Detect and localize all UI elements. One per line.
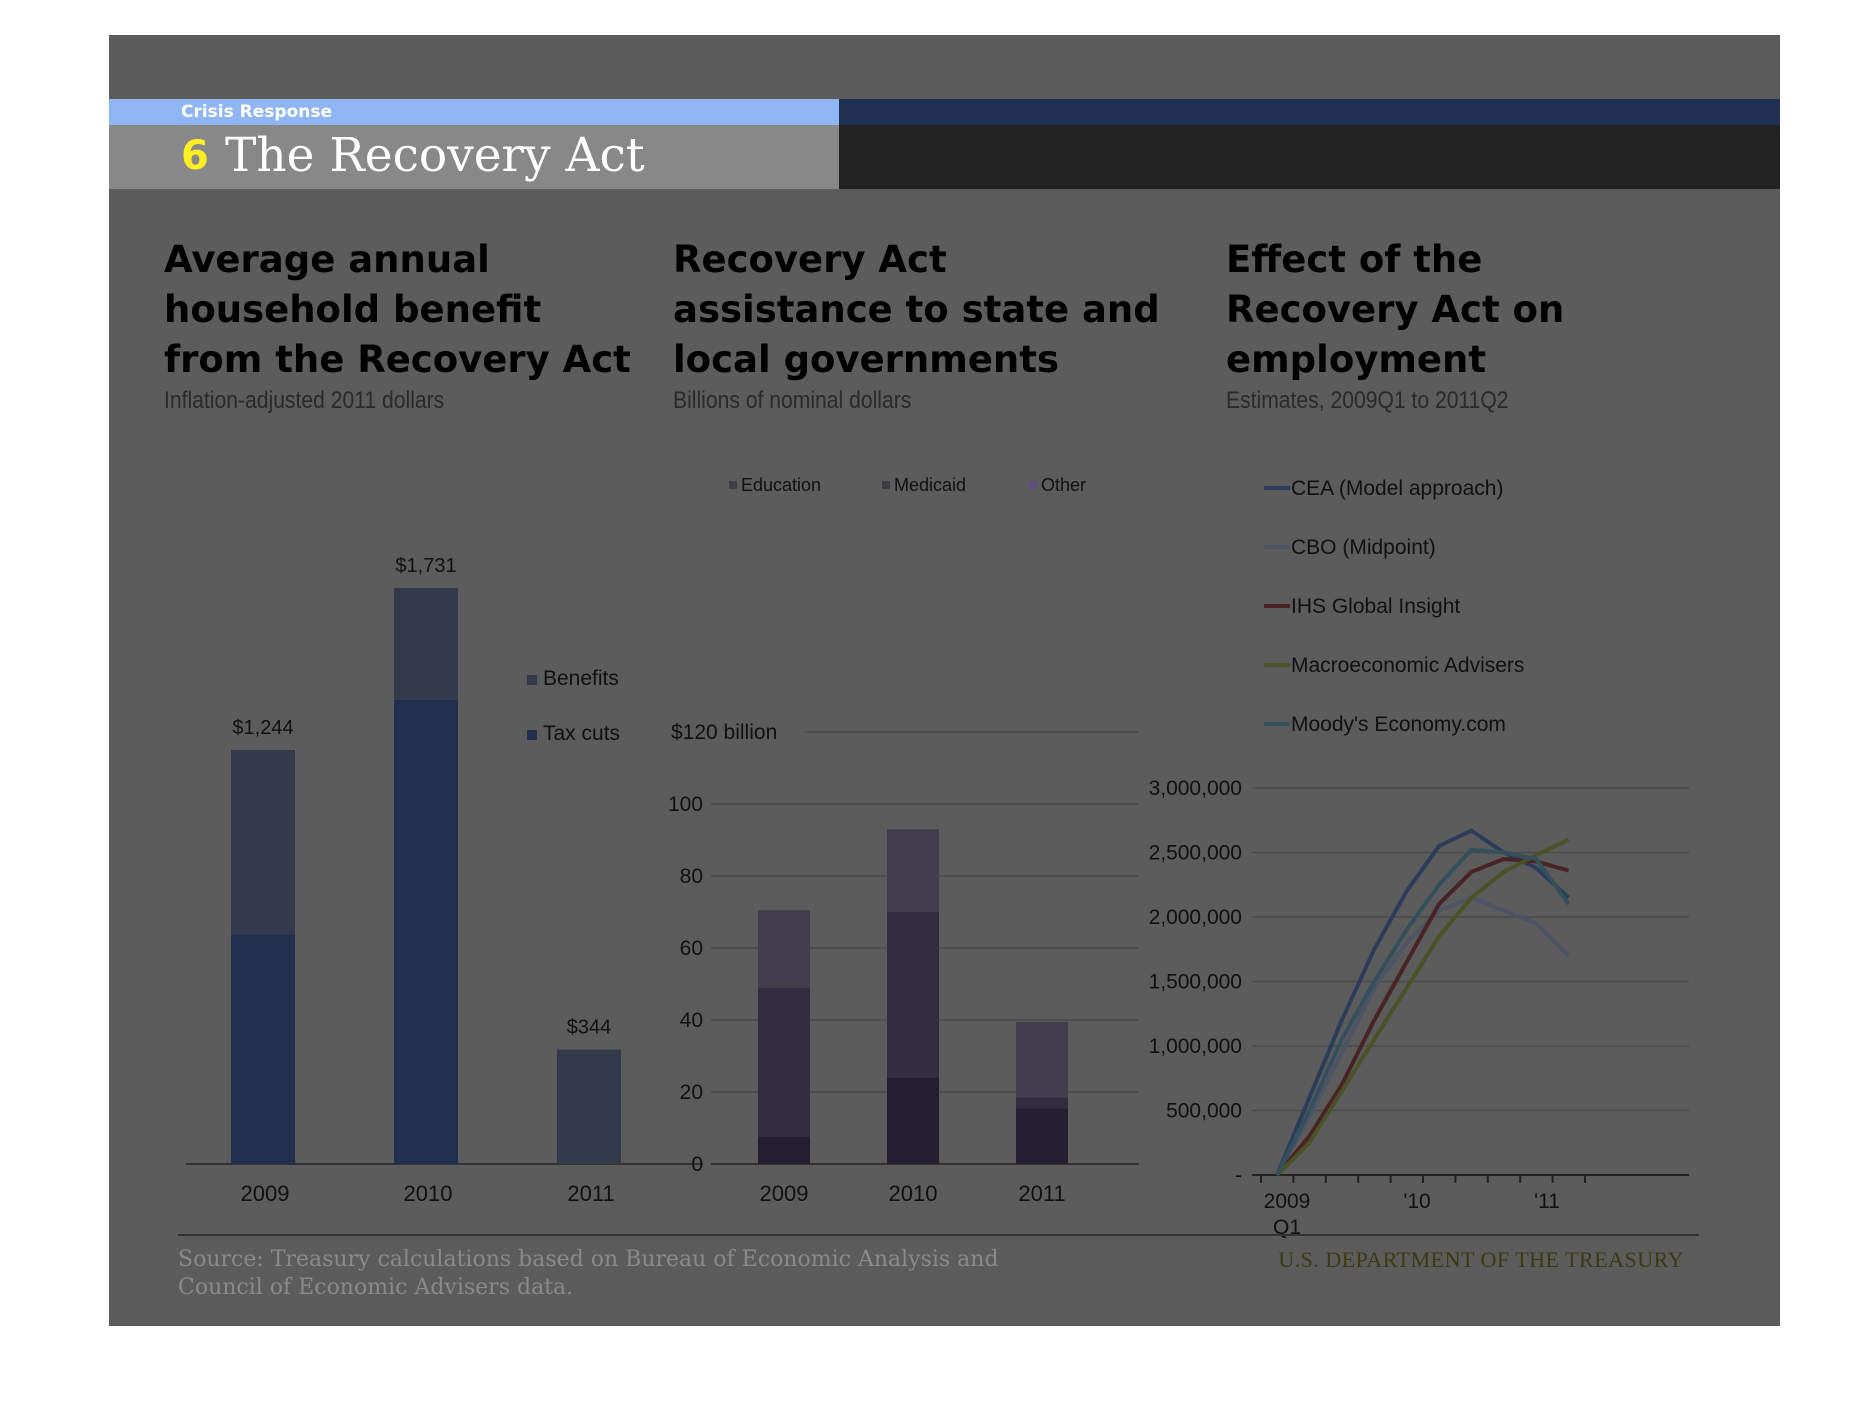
bar-education-2011 [1016, 1108, 1068, 1164]
legend-label-education: Education [741, 475, 821, 495]
legend-swatch-other [1029, 481, 1037, 489]
y-tick-label-3: 1,500,000 [1149, 971, 1242, 994]
legend-swatch-medicaid [882, 481, 890, 489]
x-tick-label-2009: 2009 [241, 1181, 290, 1206]
line-macroeconomic-advisers [1275, 837, 1570, 1177]
x-tick-label-2010: 2010 [889, 1181, 938, 1206]
legend-label-ihs-global-insight: IHS Global Insight [1291, 595, 1460, 618]
x-tick-label-2009: 2009 [1264, 1190, 1311, 1213]
footer-divider [178, 1234, 1699, 1236]
state-chart-title: Recovery Act assistance to state and loc… [673, 238, 1160, 381]
legend-label-medicaid: Medicaid [894, 475, 966, 495]
legend-label-other: Other [1041, 475, 1086, 495]
employment-chart-title: Effect of the Recovery Act on employment [1226, 238, 1565, 381]
legend-label-benefits: Benefits [543, 667, 619, 690]
bar-other-2010 [887, 829, 939, 912]
department-wordmark: U.S. DEPARTMENT OF THE TREASURY [1278, 1247, 1684, 1272]
slide: Crisis Response 6 The Recovery Act Avera… [109, 35, 1780, 1326]
employment-chart-subtitle: Estimates, 2009Q1 to 2011Q2 [1226, 387, 1509, 414]
household-chart-subtitle: Inflation-adjusted 2011 dollars [164, 387, 445, 414]
legend-label-tax-cuts: Tax cuts [543, 722, 620, 745]
household-benefit-chart: $1,244 2009 $1,731 2010 $344 2011 Benefits Tax … [186, 555, 703, 1206]
legend-label-cea-model-approach: CEA (Model approach) [1291, 477, 1503, 500]
title-bar-accent [109, 125, 839, 189]
y-tick-label-100: 100 [668, 793, 703, 816]
y-tick-label-1: 500,000 [1166, 1100, 1242, 1123]
bar-other-2009 [758, 910, 810, 988]
legend-label-macroeconomic-advisers: Macroeconomic Advisers [1291, 654, 1524, 677]
bar-benefits-2009 [231, 750, 295, 935]
section-bar-accent [109, 99, 839, 125]
y-tick-label-120: $120 billion [671, 721, 777, 744]
y-tick-label-6: 3,000,000 [1149, 777, 1242, 800]
bar-education-2010 [887, 1077, 939, 1164]
section-label: Crisis Response [181, 102, 333, 122]
bar-medicaid-2009 [758, 987, 810, 1137]
source-note: Source: Treasury calculations based on B… [178, 1247, 999, 1300]
legend-label-moody-s-economy-com: Moody's Economy.com [1291, 713, 1506, 736]
legend-swatch-tax-cuts [527, 730, 537, 740]
bar-other-2011 [1016, 1021, 1068, 1098]
y-tick-label-80: 80 [680, 865, 703, 888]
y-tick-label-40: 40 [680, 1009, 703, 1032]
page-number: 6 [181, 133, 209, 179]
y-tick-label-0: 0 [691, 1153, 703, 1176]
x-tick-label-2011: 2011 [567, 1181, 614, 1206]
x-tick-label-2011: 2011 [1018, 1181, 1065, 1206]
state-chart-subtitle: Billions of nominal dollars [673, 387, 912, 414]
bar-total-label-2010: $1,731 [395, 555, 456, 577]
line-cbo-midpoint [1275, 895, 1571, 1176]
bar-total-label-2009: $1,244 [232, 717, 293, 739]
bar-total-label-2011: $344 [567, 1017, 612, 1039]
bar-medicaid-2011 [1016, 1097, 1068, 1109]
y-tick-label-0: - [1235, 1164, 1242, 1187]
x-tick-label-2010: 2010 [404, 1181, 453, 1206]
bar-benefits-2010 [394, 587, 458, 700]
legend-swatch-benefits [527, 675, 537, 685]
state-assistance-chart: 0 20 40 60 80 100 $120 billion 2009 2010 2011 Educ… [668, 475, 1139, 1206]
y-tick-label-60: 60 [680, 937, 703, 960]
bar-medicaid-2010 [887, 912, 939, 1078]
y-tick-label-4: 2,000,000 [1149, 906, 1242, 929]
bar-education-2009 [758, 1137, 810, 1164]
bar-tax-cuts-2010 [394, 699, 458, 1164]
employment-effect-chart: - 500,000 1,000,000 1,500,000 2,000,000 2,500… [1149, 477, 1689, 1239]
x-tick-label-2009: 2009 [760, 1181, 809, 1206]
bar-tax-cuts-2009 [231, 934, 295, 1164]
y-tick-label-2: 1,000,000 [1149, 1035, 1242, 1058]
x-tick-label-10: '10 [1403, 1190, 1430, 1213]
legend-label-cbo-midpoint: CBO (Midpoint) [1291, 536, 1436, 559]
y-tick-label-5: 2,500,000 [1149, 842, 1242, 865]
line-ihs-global-insight [1275, 857, 1570, 1177]
bar-benefits-2011 [557, 1049, 621, 1164]
x-tick-label-q1: Q1 [1273, 1216, 1301, 1239]
y-tick-label-20: 20 [680, 1081, 703, 1104]
x-tick-label-11: '11 [1534, 1190, 1560, 1213]
page-title: The Recovery Act [225, 128, 645, 183]
legend-swatch-education [729, 481, 737, 489]
line-moody-s-economy-com [1275, 847, 1571, 1176]
household-chart-title: Average annual household benefit from th… [164, 238, 631, 381]
